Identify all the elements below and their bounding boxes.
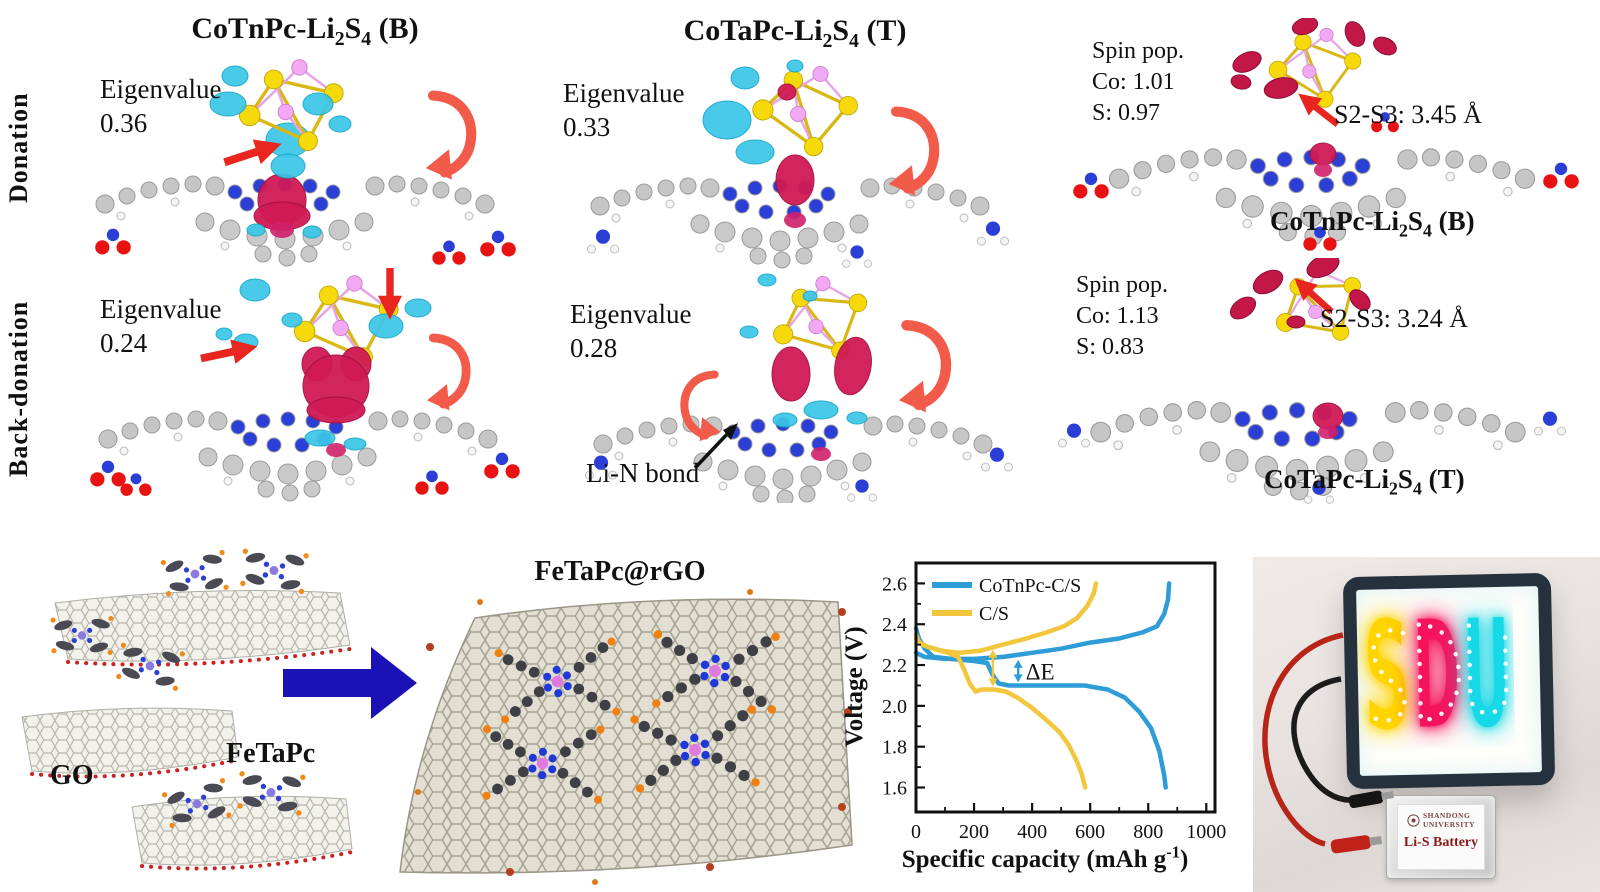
spin-panel-cotapc [1057,258,1567,504]
y-tick-label: 1.6 [882,778,907,800]
spin-pop-s: S: 0.83 [1076,334,1145,360]
go-fetapc-mixture-graphic [21,546,354,871]
curved-arrow-icon [889,112,934,196]
eigenvalue-value: 0.33 [563,112,611,142]
arrowhead [988,649,998,658]
legend-label: CoTnPc-C/S [979,575,1081,597]
eigenvalue-label: Eigenvalue [570,299,692,329]
curved-arrow-icon [899,325,946,412]
battery-label: SHANDONG UNIVERSITY Li-S Battery [1397,804,1485,870]
row-label-back-donation: Back-donation [4,300,33,478]
spin-pop-block-cotapc: Spin pop. Co: 1.13 S: 0.83 [1076,270,1168,363]
row-label-donation: Donation [4,92,33,204]
wires-graphic [1262,632,1395,854]
eigenvalue-block-b1: Eigenvalue 0.24 [100,292,221,360]
molecule-label-cotnpc: CoTnPc-Li2S4 (B) [1270,206,1475,241]
s2-s3-distance-cotapc: S2-S3: 3.24 Å [1320,304,1469,333]
led-letters-graphic: S D U [1362,588,1512,750]
led-letter-u: U [1462,588,1512,750]
university-name-line1: SHANDONG [1422,811,1471,820]
led-letter-d: D [1412,589,1462,750]
x-tick-label: 800 [1133,821,1163,843]
led-dots [1370,622,1509,724]
spin-panel-cotnpc [1073,18,1579,251]
chart-x-axis-label: Specific capacity (mAh g-1) [901,842,1189,873]
eigenvalue-label: Eigenvalue [100,294,222,324]
orbital-panel-backdonation-cotapc [584,269,1014,503]
delta-e-label: ΔE [1026,659,1055,684]
x-tick-label: 0 [911,821,921,843]
fetapc-rgo-graphic [399,589,853,885]
series-CoTnPc-C/S-discharge [913,626,1168,790]
x-tick-label: 400 [1017,821,1047,843]
column-title-cotapc: CoTaPc-Li2S4 (T) [683,14,907,52]
arrowhead [1013,659,1023,668]
fetapc-rgo-title: FeTaPc@rGO [534,556,706,587]
plot-frame [914,561,1217,814]
voltage-capacity-chart: 0 200 400 600 800 1000 1.6 1.8 2.0 2.2 2.4 2.6 CoTnP… [882,561,1226,843]
series-C/S-discharge [913,636,1088,790]
black-wire [1291,676,1354,803]
x-tick-label: 600 [1075,821,1105,843]
eigenvalue-value: 0.36 [100,108,148,138]
y-tick-label: 2.4 [882,614,907,636]
orbital-panel-backdonation-cotnpc [90,268,520,502]
eigenvalue-value: 0.24 [100,328,148,358]
spin-pop-co: Co: 1.13 [1076,303,1159,329]
fetapc-label: FeTaPc [226,738,316,769]
legend-label: C/S [979,603,1009,625]
led-sign: S D U [1342,572,1556,790]
spin-pop-block-cotnpc: Spin pop. Co: 1.01 S: 0.97 [1092,36,1184,129]
curved-arrow-icon [427,338,466,411]
arrowhead [1013,674,1023,683]
orbital-panel-donation-cotapc [586,52,1010,269]
eigenvalue-value: 0.28 [570,333,618,363]
black-clip [1348,790,1395,809]
spin-pop-title: Spin pop. [1092,38,1185,64]
red-wire [1262,632,1344,847]
eigenvalue-block-b2: Eigenvalue 0.28 [570,297,691,365]
molecule-label-cotapc: CoTaPc-Li2S4 (T) [1264,464,1465,499]
li-n-bond-label: Li-N bond [586,458,700,488]
orbital-panel-donation-cotnpc [95,57,516,267]
eigenvalue-block-d2: Eigenvalue 0.33 [563,76,684,144]
y-tick-label: 1.8 [882,737,907,759]
university-logo-icon [1407,814,1420,827]
li-n-bond-arrow [693,428,733,470]
column-title-cotnpc: CoTnPc-Li2S4 (B) [191,12,419,50]
spin-pop-title: Spin pop. [1076,272,1169,298]
y-tick-label: 2.2 [882,655,907,677]
y-tick-label: 2.6 [882,573,907,595]
y-tick-label: 2.0 [882,696,907,718]
eigenvalue-label: Eigenvalue [100,74,222,104]
demo-photo: S D U SHANDONG UN [1253,557,1600,892]
synthesis-arrow-icon [283,647,417,719]
eigenvalue-block-d1: Eigenvalue 0.36 [100,72,221,140]
spin-pop-co: Co: 1.01 [1092,69,1175,95]
spin-pop-s: S: 0.97 [1092,100,1161,126]
x-tick-label: 1000 [1186,821,1226,843]
led-letter-s: S [1362,590,1412,750]
go-label: GO [50,760,94,791]
x-tick-label: 200 [959,821,989,843]
battery-type-label: Li-S Battery [1403,835,1479,850]
eigenvalue-label: Eigenvalue [563,78,685,108]
battery-pouch: SHANDONG UNIVERSITY Li-S Battery [1386,795,1496,879]
arrowhead [988,678,998,687]
s2-s3-distance-cotnpc: S2-S3: 3.45 Å [1334,100,1483,129]
university-name-line2: UNIVERSITY [1422,819,1476,829]
red-clip [1330,835,1383,854]
curved-arrow-icon [426,96,471,180]
